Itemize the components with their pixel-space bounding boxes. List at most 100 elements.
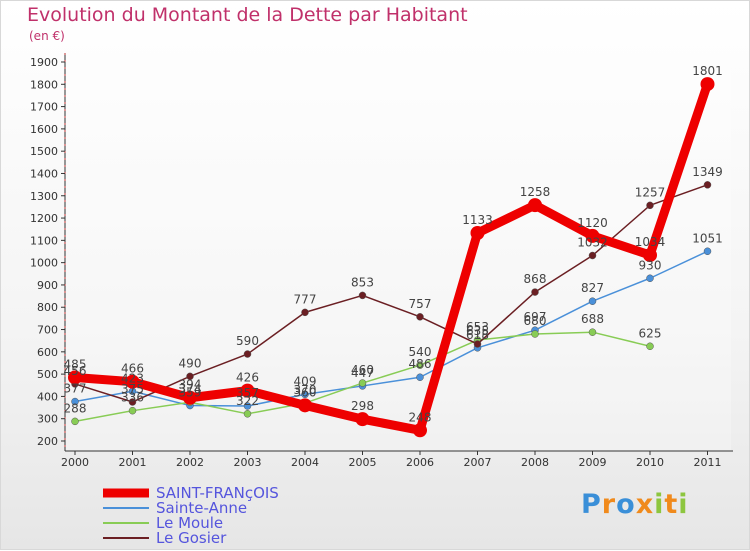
data-label-saint-fran-ois-2009: 1120 <box>577 216 608 230</box>
point-le-moule-2008 <box>531 330 539 338</box>
point-saint-fran-ois-2003 <box>240 383 255 398</box>
data-label-sainte-anne-2003: 357 <box>236 386 259 400</box>
x-tick-label-2003: 2003 <box>234 456 262 469</box>
point-le-gosier-2011 <box>703 181 712 189</box>
logo-letter: r <box>601 489 617 520</box>
data-label-le-moule-2004: 370 <box>294 383 317 397</box>
data-label-le-gosier-2010: 1257 <box>635 185 666 199</box>
y-tick-label-1500: 1500 <box>30 145 58 158</box>
point-sainte-anne-2010 <box>646 274 654 283</box>
legend-label-le-moule: Le Moule <box>156 514 223 532</box>
data-label-le-moule-2000: 288 <box>64 401 87 415</box>
data-label-saint-fran-ois-2007: 1133 <box>462 213 493 227</box>
data-label-le-gosier-2005: 853 <box>351 275 374 289</box>
x-tick-label-2010: 2010 <box>636 456 664 469</box>
data-label-sainte-anne-2000: 377 <box>64 382 87 396</box>
data-label-le-moule-2001: 336 <box>121 391 144 405</box>
point-sainte-anne-2003 <box>243 402 252 410</box>
y-tick-label-1800: 1800 <box>30 78 58 91</box>
data-label-sainte-anne-2007: 618 <box>466 328 489 342</box>
point-saint-fran-ois-2007 <box>470 225 485 240</box>
data-label-le-gosier-2009: 1032 <box>577 236 608 250</box>
y-tick-label-1900: 1900 <box>30 56 58 69</box>
data-label-sainte-anne-2004: 409 <box>294 374 317 388</box>
data-label-le-moule-2009: 688 <box>581 312 604 326</box>
x-tick-label-2009: 2009 <box>579 456 607 469</box>
chart-subtitle: (en €) <box>29 29 65 43</box>
chart-title: Evolution du Montant de la Dette par Hab… <box>27 4 468 26</box>
logo-letter: x <box>635 489 655 520</box>
point-sainte-anne-2011 <box>703 247 712 256</box>
x-tick-label-2004: 2004 <box>291 456 319 469</box>
proxiti-logo: Proxiti <box>581 489 689 520</box>
point-le-moule-2001 <box>128 406 137 415</box>
x-tick-label-2002: 2002 <box>176 456 204 469</box>
y-tick-label-500: 500 <box>37 368 58 381</box>
point-saint-fran-ois-2005 <box>355 412 370 427</box>
data-label-saint-fran-ois-2011: 1801 <box>692 64 723 78</box>
legend-label-sainte-anne: Sainte-Anne <box>156 499 247 517</box>
data-label-le-gosier-2004: 777 <box>294 292 317 306</box>
data-label-le-gosier-2002: 490 <box>179 356 202 370</box>
data-label-saint-fran-ois-2003: 426 <box>236 371 259 385</box>
point-le-moule-2003 <box>243 410 252 418</box>
y-tick-label-800: 800 <box>37 301 58 314</box>
x-tick-label-2005: 2005 <box>349 456 377 469</box>
data-label-saint-fran-ois-2004: 360 <box>294 385 317 399</box>
logo-letter: t <box>664 489 679 520</box>
point-le-gosier-2002 <box>186 372 194 381</box>
y-tick-label-900: 900 <box>37 279 58 292</box>
x-tick-label-2001: 2001 <box>119 456 147 469</box>
data-label-saint-fran-ois-2002: 394 <box>179 378 202 392</box>
data-label-le-gosier-2007: 635 <box>466 324 489 338</box>
logo-letter: i <box>654 489 665 520</box>
logo-letter: o <box>616 489 636 520</box>
point-saint-fran-ois-2001 <box>125 374 140 389</box>
point-sainte-anne-2004 <box>301 390 309 399</box>
data-label-sainte-anne-2011: 1051 <box>692 231 723 245</box>
logo-letter: P <box>581 489 602 520</box>
data-label-sainte-anne-2010: 930 <box>639 258 662 272</box>
x-tick-label-2000: 2000 <box>61 456 89 469</box>
data-label-le-moule-2002: 374 <box>179 382 202 396</box>
y-tick-label-400: 400 <box>37 390 58 403</box>
data-label-le-moule-2006: 540 <box>409 345 432 359</box>
y-tick-label-1300: 1300 <box>30 190 58 203</box>
point-saint-fran-ois-2002 <box>183 390 197 405</box>
y-tick-label-1400: 1400 <box>30 167 58 180</box>
data-label-le-moule-2008: 680 <box>524 314 547 328</box>
y-tick-label-300: 300 <box>37 413 58 426</box>
point-le-gosier-2008 <box>531 288 539 296</box>
point-le-gosier-2009 <box>588 251 597 260</box>
point-saint-fran-ois-2010 <box>643 248 657 263</box>
plot-area <box>65 53 731 451</box>
data-label-le-moule-2003: 322 <box>236 394 259 408</box>
data-label-sainte-anne-2009: 827 <box>581 281 604 295</box>
data-label-le-gosier-2000: 456 <box>64 364 87 378</box>
point-saint-fran-ois-2011 <box>700 77 715 92</box>
point-sainte-anne-2009 <box>588 297 597 305</box>
data-label-saint-fran-ois-2001: 466 <box>121 362 144 376</box>
x-tick-label-2011: 2011 <box>694 456 722 469</box>
data-label-le-moule-2007: 653 <box>466 320 489 334</box>
point-saint-fran-ois-2004 <box>298 398 312 413</box>
series-line-le-gosier <box>74 184 709 403</box>
point-sainte-anne-2006 <box>416 373 424 381</box>
y-tick-label-700: 700 <box>37 324 58 337</box>
data-label-le-gosier-2008: 868 <box>524 272 547 286</box>
logo-letter: i <box>678 489 689 520</box>
data-label-le-moule-2010: 625 <box>639 326 662 340</box>
x-tick-label-2007: 2007 <box>464 456 492 469</box>
point-le-moule-2006 <box>416 361 424 369</box>
point-le-gosier-2001 <box>128 398 137 406</box>
point-le-gosier-2010 <box>646 201 654 210</box>
point-saint-fran-ois-2009 <box>585 228 600 243</box>
point-sainte-anne-2000 <box>71 397 79 406</box>
data-label-le-gosier-2006: 757 <box>409 297 432 311</box>
data-label-saint-fran-ois-2010: 1034 <box>635 235 666 249</box>
point-le-moule-2005 <box>358 379 367 387</box>
data-label-saint-fran-ois-2008: 1258 <box>520 185 551 199</box>
point-saint-fran-ois-2000 <box>68 370 82 385</box>
legend-label-saint-fran-ois: SAINT-FRANçOIS <box>156 484 279 502</box>
